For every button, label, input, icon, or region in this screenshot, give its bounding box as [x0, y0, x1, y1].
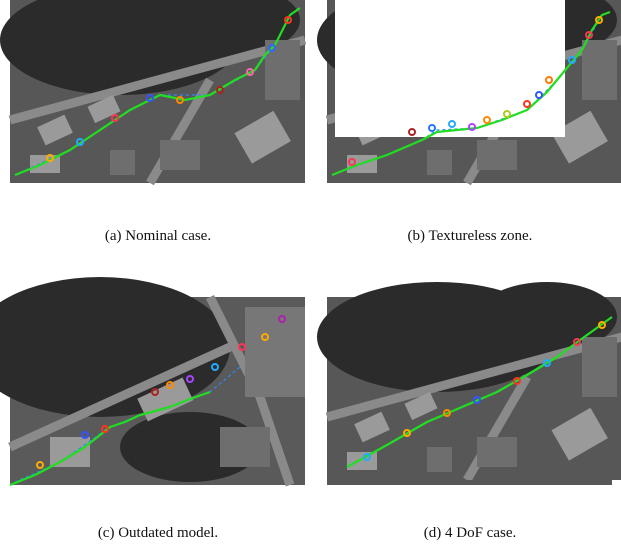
caption: (b) Textureless zone.	[408, 228, 533, 244]
caption: (a) Nominal case.	[105, 228, 211, 244]
caption: (c) Outdated model.	[98, 525, 218, 541]
panel-a	[0, 0, 305, 183]
caption: (d) 4 DoF case.	[424, 525, 516, 541]
panel-b	[317, 0, 621, 183]
panel-d	[317, 282, 621, 485]
panel-c	[0, 277, 305, 487]
